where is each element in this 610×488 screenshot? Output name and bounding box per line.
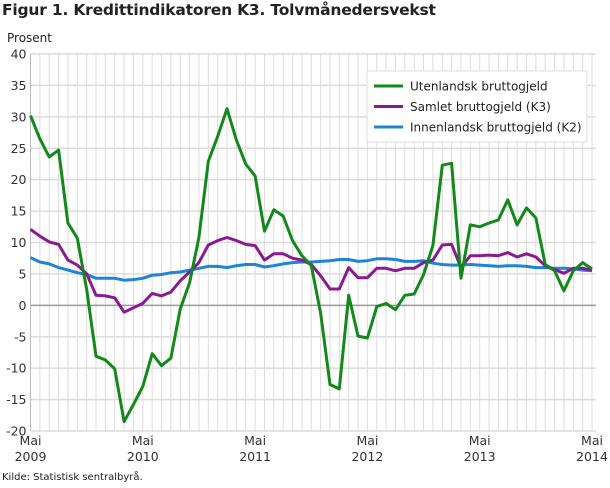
y-tick-label: 35 [11,78,27,93]
series-line-innenlandsk-bruttogjeld-k2- [29,256,593,282]
x-tick-year: 2013 [464,449,496,464]
y-tick-label: 25 [11,141,27,156]
y-tick-label: -5 [14,329,26,344]
legend-label: Samlet bruttogjeld (K3) [410,100,551,114]
y-tick-label: 5 [19,266,27,281]
x-tick-month: Mai [20,433,42,448]
series-line-utenlandsk-bruttogjeld [29,107,593,424]
y-tick-label: 15 [11,204,27,219]
x-tick-year: 2009 [15,449,47,464]
legend: Utenlandsk bruttogjeld Samlet bruttogjeld… [366,70,588,143]
x-tick-year: 2010 [127,449,159,464]
legend-label: Utenlandsk bruttogjeld [410,80,548,94]
chart-title: Figur 1. Kredittindikatoren K3. Tolvmåne… [2,1,436,19]
x-tick-year: 2012 [351,449,383,464]
x-tick-month: Mai [132,433,154,448]
y-tick-label: -15 [6,392,26,407]
x-tick-month: Mai [356,433,378,448]
x-tick-month: Mai [469,433,491,448]
y-tick-label: -10 [6,361,26,376]
y-tick-label: -20 [6,424,26,439]
y-tick-label: 0 [19,298,27,313]
y-tick-label: 30 [11,109,27,124]
x-tick-month: Mai [244,433,266,448]
x-tick-year: 2014 [576,449,608,464]
legend-box [366,70,588,143]
y-tick-label: 20 [11,172,27,187]
x-tick-month: Mai [581,433,603,448]
source-note: Kilde: Statistisk sentralbyrå. [2,472,143,483]
y-tick-label: 10 [11,235,27,250]
legend-label: Innenlandsk bruttogjeld (K2) [410,121,582,135]
y-axis-label: Prosent [7,31,52,45]
y-tick-label: 40 [11,47,27,62]
x-tick-year: 2011 [239,449,271,464]
